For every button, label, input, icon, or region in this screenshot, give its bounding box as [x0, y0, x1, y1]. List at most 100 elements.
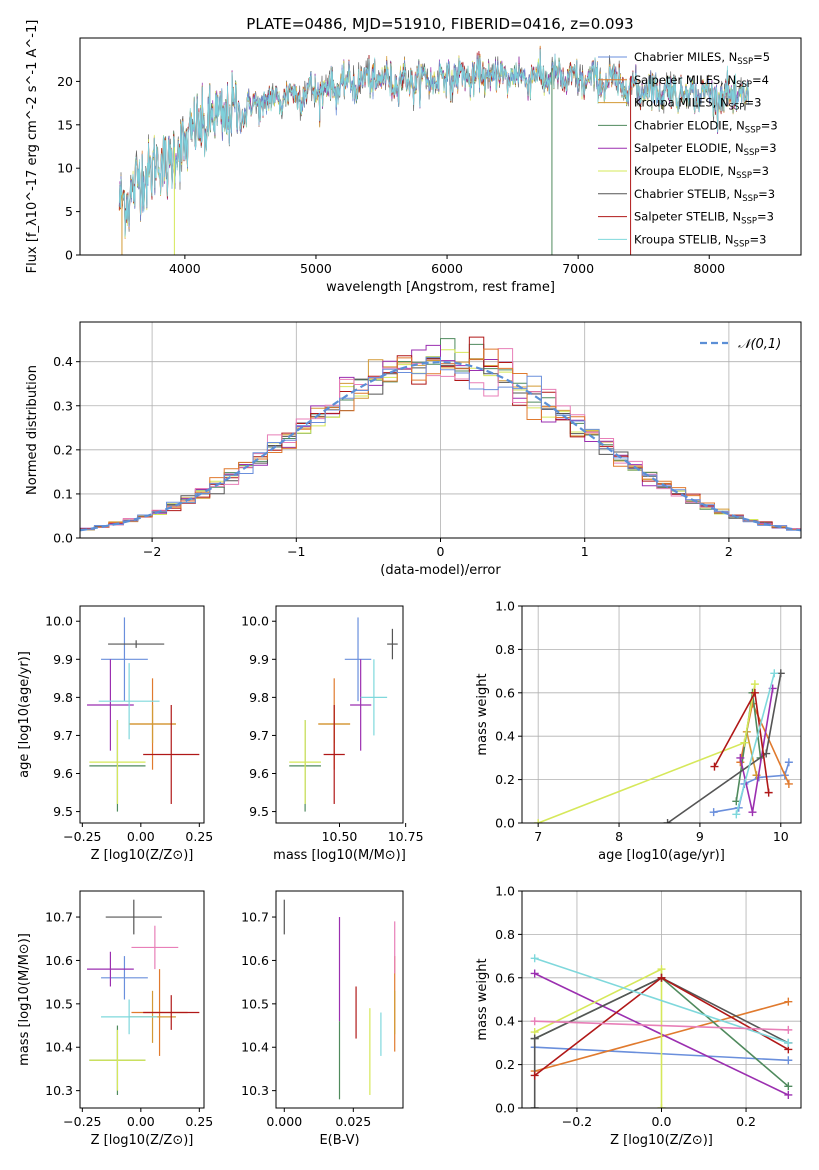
series-marker: [750, 680, 759, 689]
series-marker: [657, 973, 666, 982]
series-line: [746, 731, 758, 776]
legend-nssp: =4: [752, 73, 769, 87]
axes-frame: [521, 605, 802, 824]
series-marker: [530, 1017, 539, 1026]
weight-series: [710, 688, 773, 797]
histogram-steps: [80, 356, 801, 538]
error-point: [105, 899, 162, 935]
y-axis-label: mass weight: [475, 958, 490, 1040]
legend-nssp: =3: [758, 187, 775, 201]
series-marker: [784, 997, 793, 1006]
panel-weight-Z: −0.2 0.0 0.2 0.0 0.2 0.4 0.6 0.8 1.0 Z [log10(Z/Z…: [475, 884, 802, 1148]
panel-age-mass: 10.50 10.75 9.5 9.6 9.7 9.8 9.9 10.0 mass [log10…: [241, 605, 424, 863]
error-point: [87, 659, 134, 751]
series-marker: [740, 738, 749, 747]
legend-nssp: =3: [744, 96, 761, 110]
x-tick-label: 10: [773, 829, 789, 844]
legend-entry: Chabrier ELODIE, NSSP=3: [634, 118, 778, 135]
series-marker: [710, 762, 719, 771]
panel-mass-ebv: 0.000 0.025 10.3 10.4 10.5 10.6 10.7 E(B-V): [241, 890, 404, 1148]
y-tick-label: 9.8: [53, 690, 73, 705]
error-point: [350, 659, 372, 751]
series-marker: [530, 1071, 539, 1080]
series-marker: [784, 1082, 793, 1091]
series-marker: [784, 1090, 793, 1099]
series-marker: [736, 753, 745, 762]
x-tick-label: 0.000: [266, 1114, 302, 1129]
y-tick-label: 0.3: [53, 398, 73, 413]
legend-nssp: =3: [761, 118, 778, 132]
y-tick-label: 0.0: [53, 531, 73, 546]
y-tick-label: 10.7: [241, 910, 269, 925]
x-tick-label: 7000: [562, 261, 594, 276]
x-tick-label: 4000: [169, 261, 201, 276]
series-marker: [750, 688, 759, 697]
y-tick-label: 10.3: [241, 1083, 269, 1098]
series-marker: [663, 819, 672, 823]
error-point: [129, 704, 176, 744]
x-tick-label: 8000: [693, 261, 725, 276]
x-tick-label: 1: [581, 544, 589, 559]
y-axis-label: mass weight: [475, 673, 490, 755]
y-tick-label: 9.5: [53, 804, 73, 819]
normal-curve: [80, 360, 801, 532]
legend-subscript: SSP: [737, 57, 753, 67]
x-tick-label: −2: [143, 544, 161, 559]
x-axis-label: E(B-V): [319, 1133, 359, 1148]
plot-area: [118, 45, 749, 255]
x-tick-label: −0.25: [63, 1114, 101, 1129]
x-tick-label: 0.00: [127, 829, 155, 844]
y-tick-label: 9.6: [249, 766, 269, 781]
legend-subscript: SSP: [741, 217, 757, 227]
x-tick-label: −1: [287, 544, 305, 559]
y-axis-label: Flux [f_λ10^-17 erg cm^-2 s^-1 A^-1]: [25, 20, 40, 274]
series-marker: [530, 954, 539, 963]
y-tick-label: 9.5: [249, 804, 269, 819]
y-tick-label: 10.5: [45, 996, 73, 1011]
legend-entry: Kroupa ELODIE, NSSP=3: [634, 164, 769, 181]
y-tick-label: 0.4: [53, 354, 73, 369]
legend-entry: Chabrier MILES, NSSP=5: [634, 50, 770, 67]
legend-subscript: SSP: [729, 103, 745, 113]
legend-nssp: =3: [752, 164, 769, 178]
x-axis-label: Z [log10(Z/Z⊙)]: [91, 848, 194, 863]
axes-frame: [79, 37, 802, 256]
axes-frame: [275, 605, 404, 824]
axes-frame: [275, 890, 404, 1109]
series-marker: [657, 1104, 666, 1108]
series-marker: [732, 810, 741, 819]
error-point: [89, 720, 146, 804]
x-axis-label: Z [log10(Z/Z⊙)]: [91, 1133, 194, 1148]
series-marker: [530, 969, 539, 978]
x-tick-label: 6000: [431, 261, 463, 276]
y-tick-label: 10: [57, 161, 73, 176]
y-tick-label: 9.7: [249, 728, 269, 743]
series-marker: [764, 788, 773, 797]
y-tick-label: 15: [57, 117, 73, 132]
panel-residuals: −2 −1 0 1 2 0.0 0.1 0.2 0.3 0.4 (data-model)/error…: [25, 321, 802, 578]
y-tick-label: 10.3: [45, 1083, 73, 1098]
error-point: [323, 704, 345, 804]
legend-subscript: SSP: [736, 80, 752, 90]
error-point: [101, 999, 158, 1035]
series-line: [735, 673, 776, 815]
y-tick-label: 10.7: [45, 910, 73, 925]
x-tick-label: 0: [437, 544, 445, 559]
y-tick-label: 0: [65, 248, 73, 263]
legend-entry: Chabrier STELIB, NSSP=3: [634, 187, 775, 204]
error-point: [143, 995, 200, 1030]
error-point: [289, 720, 321, 804]
y-axis-label: mass [log10(M/M⊙)]: [17, 933, 32, 1066]
legend-entry: 𝒩(0,1): [738, 337, 781, 352]
series-marker: [784, 779, 793, 788]
axes-frame: [79, 890, 205, 1109]
y-tick-label: 0.0: [495, 816, 515, 831]
error-point: [98, 663, 160, 740]
y-tick-label: 0.8: [495, 642, 515, 657]
panel-weight-age: 7 8 9 10 0.0 0.2 0.4 0.6 0.8 1.0 age [log10(age/yr…: [475, 599, 802, 863]
spectrum-line: [118, 49, 749, 237]
x-tick-label: 9: [696, 829, 704, 844]
error-point: [89, 1029, 146, 1091]
y-tick-label: 10.6: [45, 953, 73, 968]
y-tick-label: 9.7: [53, 728, 73, 743]
